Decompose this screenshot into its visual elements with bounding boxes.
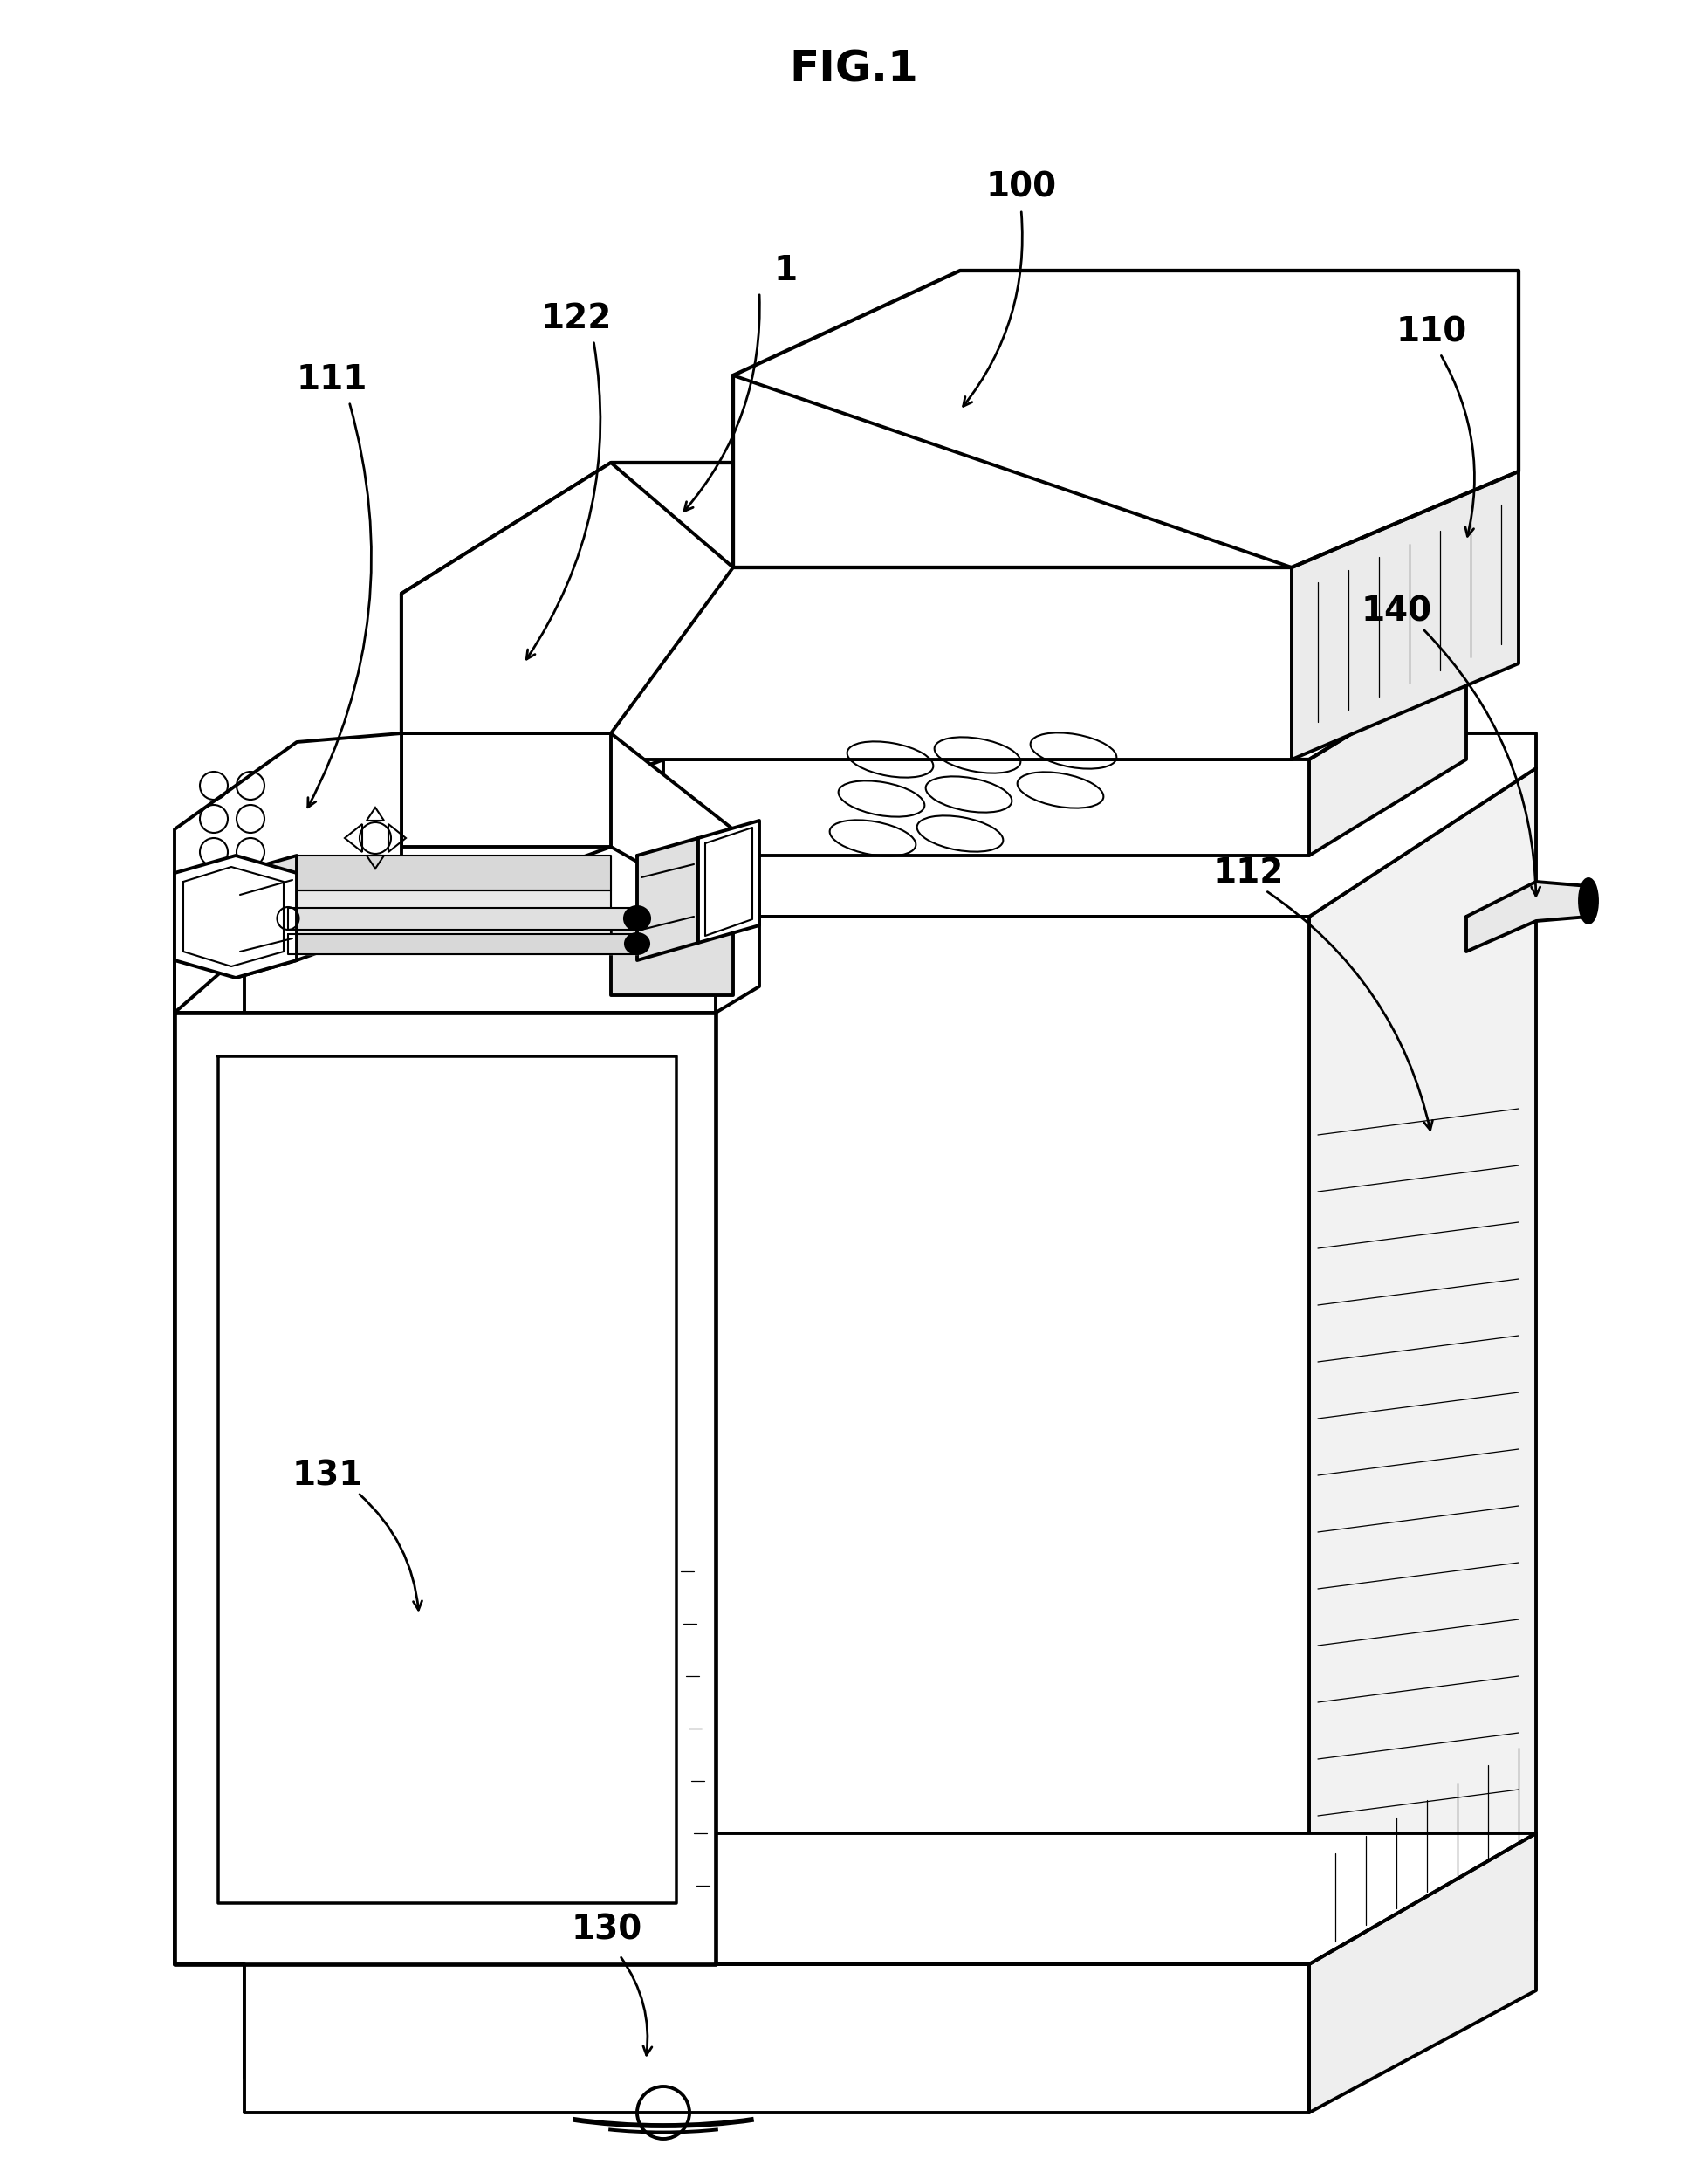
Polygon shape — [219, 1057, 676, 1903]
Polygon shape — [297, 890, 611, 953]
Polygon shape — [297, 855, 611, 890]
Polygon shape — [1465, 881, 1588, 953]
Polygon shape — [663, 760, 1308, 855]
Polygon shape — [699, 821, 760, 942]
Polygon shape — [401, 786, 463, 916]
Polygon shape — [174, 890, 244, 1013]
Text: 110: 110 — [1395, 316, 1467, 349]
Polygon shape — [174, 855, 297, 979]
Polygon shape — [716, 890, 760, 1013]
Polygon shape — [174, 1013, 716, 1964]
Text: 100: 100 — [986, 171, 1057, 204]
Text: 112: 112 — [1213, 857, 1284, 890]
Polygon shape — [244, 1964, 1308, 2113]
Polygon shape — [1291, 472, 1518, 760]
Polygon shape — [1308, 769, 1535, 2078]
Text: 122: 122 — [540, 303, 611, 336]
Text: 111: 111 — [295, 364, 367, 396]
Polygon shape — [174, 734, 401, 961]
Ellipse shape — [625, 933, 649, 955]
Text: 131: 131 — [292, 1459, 362, 1492]
Polygon shape — [289, 907, 637, 929]
Polygon shape — [611, 375, 1291, 760]
Polygon shape — [401, 734, 733, 916]
Polygon shape — [637, 838, 699, 961]
Polygon shape — [1308, 662, 1465, 855]
Polygon shape — [244, 1834, 1535, 1964]
Text: 140: 140 — [1361, 595, 1431, 628]
Text: FIG.1: FIG.1 — [789, 50, 919, 91]
Polygon shape — [244, 734, 1535, 916]
Polygon shape — [401, 463, 1465, 838]
Polygon shape — [236, 855, 297, 979]
Polygon shape — [611, 916, 733, 996]
Text: 1: 1 — [774, 253, 798, 288]
Polygon shape — [733, 271, 1518, 567]
Polygon shape — [289, 933, 637, 955]
Polygon shape — [297, 734, 611, 961]
Ellipse shape — [1580, 879, 1597, 922]
Ellipse shape — [623, 907, 651, 931]
Text: 130: 130 — [570, 1912, 642, 1946]
Polygon shape — [401, 463, 733, 734]
Polygon shape — [1308, 1834, 1535, 2113]
Polygon shape — [244, 916, 1308, 2078]
